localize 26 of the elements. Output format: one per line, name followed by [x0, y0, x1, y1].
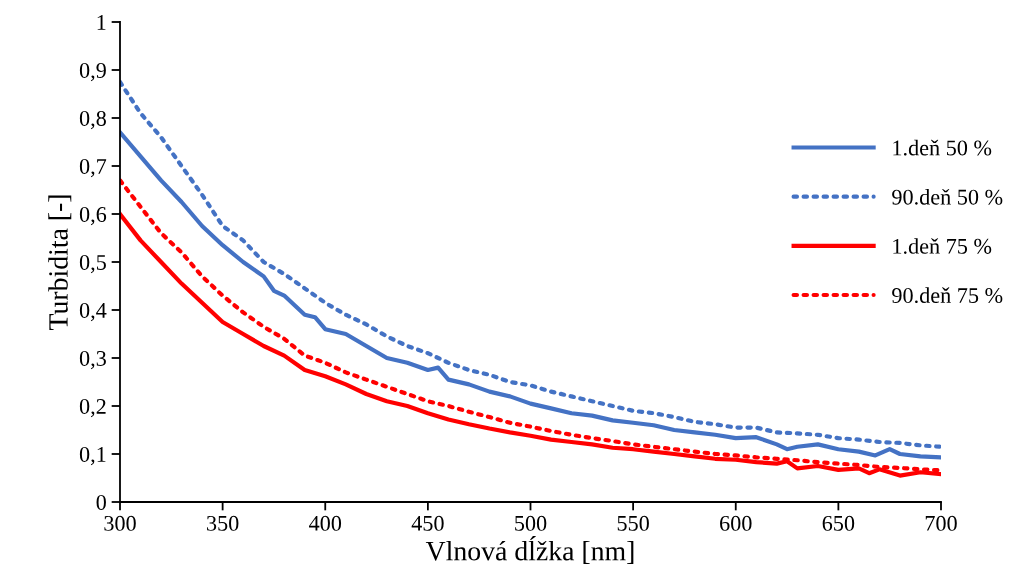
x-axis-title: Vlnová dĺžka [nm] — [425, 535, 634, 564]
y-axis-title: Turbidita [-] — [48, 195, 72, 331]
y-tick-label: 0,4 — [79, 302, 107, 322]
y-tick-label: 0,6 — [79, 206, 107, 226]
y-tick-label: 0,3 — [79, 350, 106, 370]
x-tick-label: 700 — [925, 515, 957, 531]
y-tick-label: 0,8 — [79, 110, 106, 130]
y-tick-label: 1 — [97, 15, 106, 30]
y-tick-label: 0,1 — [79, 446, 106, 466]
y-tick-label: 0,2 — [79, 398, 106, 418]
x-tick-label: 400 — [309, 515, 342, 531]
legend-label: 1.deň 75 % — [893, 238, 992, 254]
legend-label: 90.deň 50 % — [892, 188, 1003, 205]
x-tick-label: 300 — [104, 515, 136, 531]
x-tick-label: 650 — [822, 515, 855, 531]
legend-label: 1.deň 50 % — [893, 139, 992, 156]
legend-label: 90.deň 75 % — [892, 287, 1003, 304]
x-tick-label: 550 — [617, 515, 649, 531]
y-tick-label: 0,5 — [79, 254, 106, 274]
y-tick-label: 0 — [96, 494, 106, 510]
x-tick-label: 450 — [411, 515, 444, 531]
x-tick-label: 600 — [720, 515, 752, 531]
y-tick-label: 0,9 — [79, 62, 106, 82]
x-tick-label: 350 — [207, 515, 239, 531]
y-tick-label: 0,7 — [79, 158, 107, 178]
x-tick-label: 500 — [515, 515, 547, 531]
